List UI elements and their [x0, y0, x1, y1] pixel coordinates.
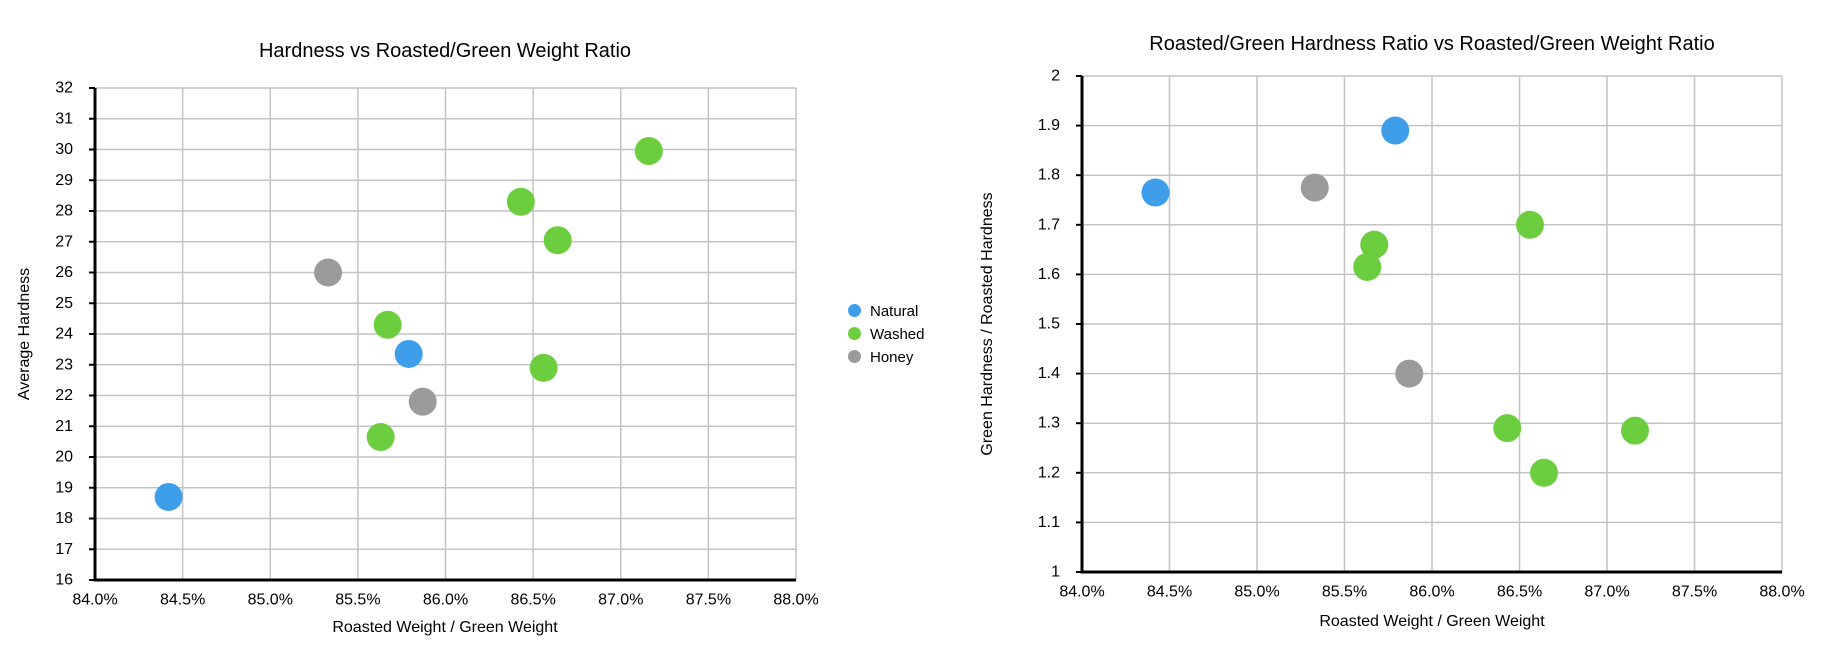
y-tick-label: 28: [55, 203, 73, 220]
chart-plot-area-1: 1 1.1 1.2 1.3 1.4 1.5 1.6 1.7 1.8 1.9 2 84.0% 84.5% 8…: [1038, 68, 1805, 601]
x-tick-label: 85.0%: [248, 592, 293, 609]
y-tick-label: 21: [55, 418, 73, 435]
y-tick-label: 31: [55, 110, 73, 127]
y-tick-label: 1.3: [1038, 415, 1060, 432]
x-tick-label: 88.0%: [773, 592, 818, 609]
legend-label-washed: Washed: [870, 326, 925, 343]
data-point-washed: [366, 423, 395, 452]
x-tick-label: 86.0%: [1409, 584, 1454, 601]
data-point-natural: [154, 482, 183, 511]
x-tick-label: 87.0%: [598, 592, 643, 609]
data-point-washed: [1493, 414, 1522, 443]
data-point-washed: [1353, 252, 1382, 281]
legend-swatch-natural-icon: [848, 304, 861, 317]
x-tick-label: 87.5%: [1672, 584, 1717, 601]
y-tick-label: 1.5: [1038, 316, 1060, 333]
right-chart-x-axis-title: Roasted Weight / Green Weight: [1319, 613, 1545, 630]
data-point-honey: [314, 258, 343, 287]
legend-swatch-honey-icon: [848, 350, 861, 363]
x-tick-label: 85.5%: [335, 592, 380, 609]
y-tick-label: 27: [55, 233, 73, 250]
data-point-honey: [408, 387, 437, 416]
data-point-washed: [543, 226, 572, 255]
left-chart-y-axis-title: Average Hardness: [16, 267, 33, 401]
data-point-washed: [1516, 210, 1544, 239]
y-tick-label: 30: [55, 141, 73, 158]
data-point-natural: [1141, 178, 1170, 207]
y-tick-label: 1.8: [1038, 167, 1060, 184]
y-tick-label: 17: [55, 541, 73, 558]
y-tick-label: 29: [55, 172, 73, 189]
y-tick-label: 1.9: [1038, 117, 1060, 134]
data-point-natural: [1381, 116, 1410, 145]
legend-item-honey: Honey: [848, 346, 924, 369]
left-chart-x-axis-title: Roasted Weight / Green Weight: [332, 619, 558, 636]
y-tick-label: 1.6: [1038, 266, 1060, 283]
legend-item-washed: Washed: [848, 323, 924, 346]
chart-legend: Natural Washed Honey: [848, 300, 924, 369]
y-tick-label: 1.7: [1038, 216, 1060, 233]
data-point-honey: [1395, 359, 1424, 388]
y-tick-label: 1.2: [1038, 464, 1060, 481]
y-tick-label: 24: [55, 326, 73, 343]
y-tick-label: 2: [1051, 68, 1060, 85]
y-tick-label: 22: [55, 387, 73, 404]
x-tick-label: 84.5%: [1147, 584, 1192, 601]
data-point-washed: [373, 310, 402, 339]
legend-label-natural: Natural: [870, 303, 919, 320]
data-point-washed: [529, 353, 558, 382]
y-tick-label: 23: [55, 356, 73, 373]
y-tick-label: 1: [1051, 564, 1060, 581]
y-tick-label: 25: [55, 295, 73, 312]
right-chart-title: Roasted/Green Hardness Ratio vs Roasted/…: [1149, 33, 1715, 55]
x-tick-label: 84.0%: [72, 592, 117, 609]
x-tick-label: 86.5%: [510, 592, 555, 609]
y-tick-label: 26: [55, 264, 73, 281]
y-tick-label: 1.1: [1038, 514, 1060, 531]
legend-item-natural: Natural: [848, 300, 924, 323]
data-point-washed: [1621, 416, 1649, 445]
y-tick-label: 16: [55, 572, 73, 589]
x-tick-label: 86.5%: [1497, 584, 1542, 601]
x-tick-label: 85.0%: [1234, 584, 1279, 601]
data-point-washed: [634, 137, 663, 166]
x-tick-label: 86.0%: [423, 592, 468, 609]
right-chart-y-axis-title: Green Hardness / Roasted Hardness: [979, 192, 996, 456]
chart-plot-area-0: 16 17 18 19 20 21 22 23 24 25 26 27 28 29 30 31 32 84.0% 8…: [55, 80, 818, 609]
legend-label-honey: Honey: [870, 349, 914, 366]
x-tick-label: 84.5%: [160, 592, 205, 609]
legend-swatch-washed-icon: [848, 327, 861, 340]
y-tick-label: 20: [55, 449, 73, 466]
x-tick-label: 84.0%: [1059, 584, 1104, 601]
x-tick-label: 85.5%: [1322, 584, 1367, 601]
x-tick-label: 87.0%: [1584, 584, 1629, 601]
x-tick-label: 88.0%: [1759, 584, 1804, 601]
y-tick-label: 32: [55, 80, 73, 97]
data-point-honey: [1300, 173, 1329, 202]
data-point-washed: [506, 187, 535, 216]
x-tick-label: 87.5%: [686, 592, 731, 609]
y-tick-label: 18: [55, 510, 73, 527]
y-tick-label: 19: [55, 479, 73, 496]
data-point-natural: [394, 339, 423, 368]
left-chart-title: Hardness vs Roasted/Green Weight Ratio: [258, 40, 632, 62]
y-tick-label: 1.4: [1038, 365, 1060, 382]
data-point-washed: [1360, 230, 1389, 259]
data-point-washed: [1530, 458, 1558, 487]
